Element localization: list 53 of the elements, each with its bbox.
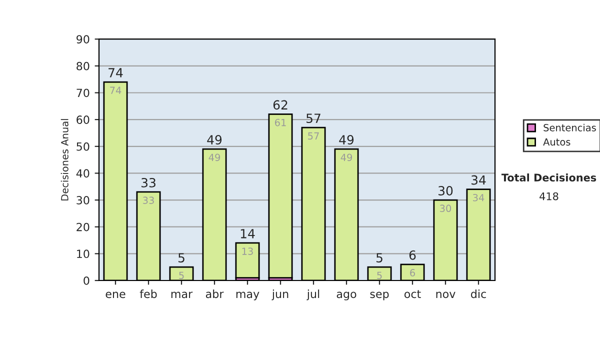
total-label: 14 (240, 229, 255, 238)
data-label: 49 (340, 154, 352, 162)
data-label: 5 (377, 272, 382, 280)
data-label: 74 (110, 86, 122, 94)
total-label: 30 (438, 186, 453, 196)
total-label: 5 (376, 253, 382, 263)
bar (235, 242, 260, 279)
total-label: 74 (108, 68, 123, 78)
total-label: 62 (273, 100, 288, 110)
data-label: 34 (473, 194, 484, 202)
legend-label: Autos (543, 138, 570, 146)
x-tick-label: feb (140, 290, 157, 298)
total-label: 49 (339, 135, 354, 145)
bar (268, 114, 293, 279)
y-tick-label: 0 (84, 276, 90, 285)
x-tick-label: ene (106, 292, 126, 298)
data-label: 49 (208, 154, 220, 162)
total-label: 33 (142, 178, 156, 188)
x-tick-label: sep (370, 292, 389, 300)
x-tick-label: dic (470, 290, 486, 298)
total-label: 49 (207, 135, 222, 145)
text: 418 (540, 192, 558, 200)
data-label: 5 (179, 272, 184, 280)
x-tick-label: nov (436, 292, 456, 298)
y-tick-label: 50 (76, 142, 90, 151)
text: Total Decisiones (501, 173, 596, 182)
y-tick-label: 30 (76, 196, 90, 204)
total-label: 6 (409, 250, 416, 260)
y-tick-label: 90 (76, 35, 90, 44)
x-tick-label: mar (171, 292, 193, 298)
y-tick-label: 20 (76, 222, 90, 232)
x-tick-label: jun (272, 290, 288, 300)
x-tick-label: jul (306, 290, 320, 300)
y-axis-title: Decisiones Anual (60, 119, 68, 200)
y-tick-label: 40 (76, 169, 90, 178)
legend-label: Sentencias (544, 124, 596, 132)
data-label: 30 (440, 204, 452, 212)
data-label: 61 (274, 118, 286, 126)
data-label: 13 (242, 248, 253, 255)
x-tick-label: may (236, 292, 260, 300)
y-tick-label: 80 (76, 62, 90, 70)
y-tick-label: 70 (76, 88, 90, 98)
y-tick-label: 10 (77, 250, 90, 258)
total-label: 57 (306, 114, 320, 124)
total-label: 5 (178, 253, 184, 263)
x-tick-label: abr (206, 290, 224, 298)
total-label: 34 (472, 175, 486, 185)
data-label: 33 (143, 196, 154, 204)
y-tick-label: 60 (76, 116, 90, 124)
x-tick-label: ago (336, 292, 356, 300)
data-label: 57 (308, 132, 319, 140)
data-label: 6 (410, 269, 415, 276)
x-tick-label: oct (404, 290, 421, 298)
